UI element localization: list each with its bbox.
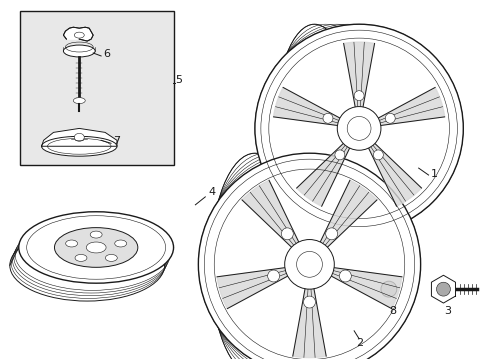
Ellipse shape [105,255,117,261]
Circle shape [323,113,332,123]
Polygon shape [430,275,454,303]
Ellipse shape [41,136,117,156]
Ellipse shape [198,153,420,360]
Ellipse shape [210,153,299,360]
Ellipse shape [74,32,84,38]
Ellipse shape [366,273,410,305]
Ellipse shape [274,24,353,233]
Ellipse shape [337,107,380,150]
Polygon shape [273,87,339,126]
Polygon shape [378,87,444,126]
Circle shape [334,150,344,160]
Polygon shape [217,268,287,309]
Text: 1: 1 [429,169,437,179]
Circle shape [373,150,383,160]
Circle shape [353,91,364,100]
Text: 7: 7 [113,136,120,146]
Ellipse shape [74,133,84,141]
Circle shape [436,282,449,296]
Circle shape [325,228,337,240]
Polygon shape [292,289,325,357]
Polygon shape [63,27,93,41]
Polygon shape [331,268,401,309]
Ellipse shape [10,230,164,301]
Text: 2: 2 [355,338,363,348]
Text: 3: 3 [444,306,450,316]
Polygon shape [343,42,374,107]
Circle shape [339,270,350,282]
Circle shape [380,281,396,297]
Polygon shape [41,129,117,146]
Circle shape [267,270,279,282]
Text: 4: 4 [208,187,215,197]
Text: 6: 6 [103,49,110,59]
Ellipse shape [19,212,173,283]
Ellipse shape [90,231,102,238]
Ellipse shape [284,239,334,289]
Polygon shape [242,180,298,247]
Ellipse shape [86,242,106,253]
Ellipse shape [296,251,322,277]
Ellipse shape [65,240,78,247]
Ellipse shape [115,240,126,247]
Ellipse shape [54,228,138,267]
Ellipse shape [73,98,85,104]
Bar [20,11,173,165]
Text: 5: 5 [175,75,182,85]
Circle shape [281,228,293,240]
Ellipse shape [75,255,87,261]
Ellipse shape [346,117,370,140]
Polygon shape [296,144,349,206]
Text: 8: 8 [388,306,395,316]
Polygon shape [320,180,376,247]
Ellipse shape [63,45,95,57]
Ellipse shape [254,24,462,233]
Circle shape [303,296,315,308]
Circle shape [385,113,394,123]
Polygon shape [368,144,421,206]
